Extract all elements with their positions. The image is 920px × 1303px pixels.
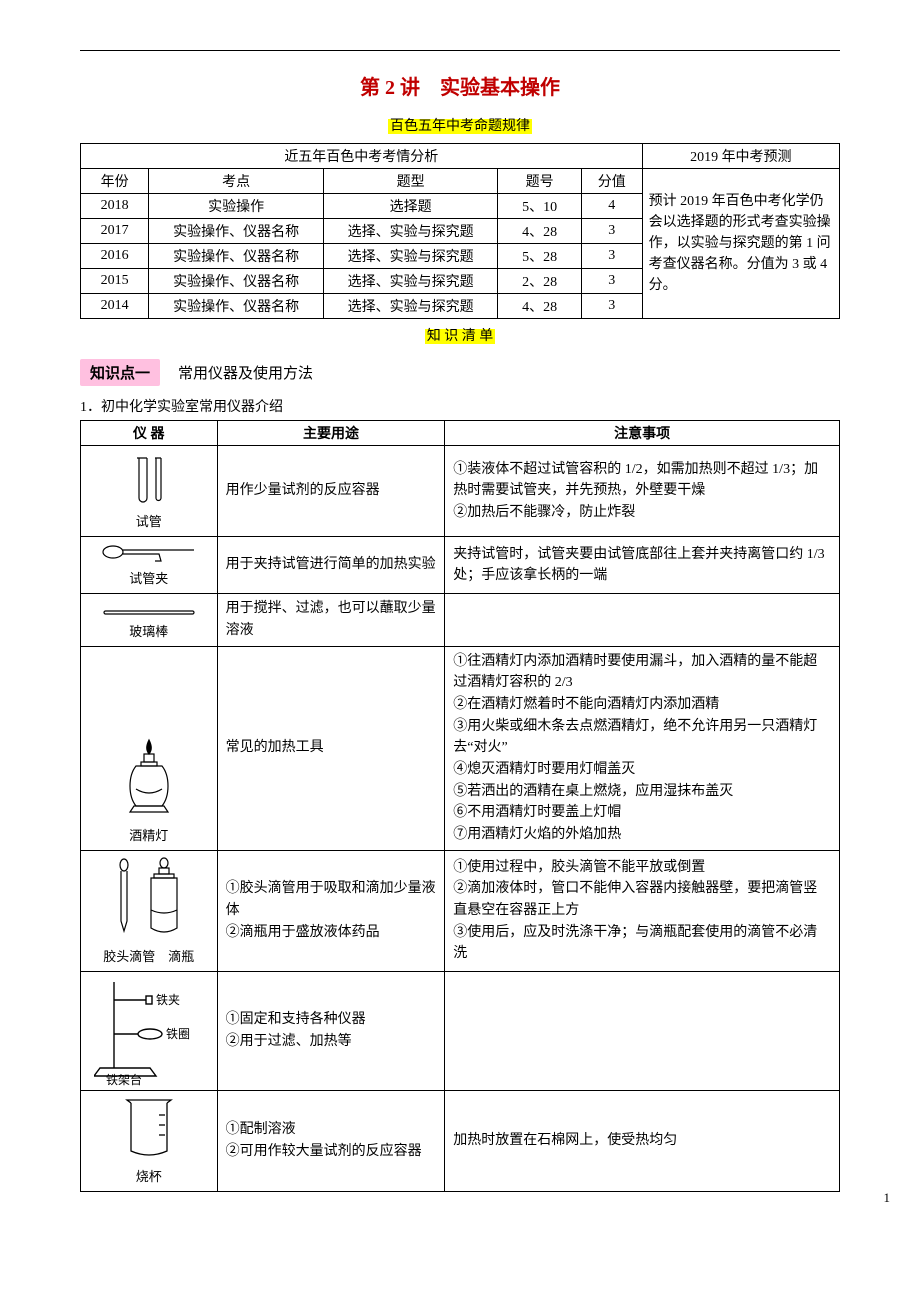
equip-icon-cell: 酒精灯 bbox=[81, 646, 218, 850]
col-type: 题型 bbox=[323, 169, 498, 194]
table-cell: 实验操作、仪器名称 bbox=[149, 294, 324, 319]
equipment-table: 仪 器 主要用途 注意事项 试管 用作少量试剂的反应容器 ①装液体不超过试管容积… bbox=[80, 420, 840, 1192]
exam-table: 近五年百色中考考情分析 2019 年中考预测 年份 考点 题型 题号 分值 预计… bbox=[80, 143, 840, 319]
section-1-tag: 知识点一 bbox=[80, 359, 160, 386]
label-stand: 铁架台 bbox=[106, 1072, 142, 1086]
equip-use: 用于夹持试管进行简单的加热实验 bbox=[217, 537, 445, 594]
equip-icon-cell: 烧杯 bbox=[81, 1090, 218, 1191]
table-cell: 实验操作 bbox=[149, 194, 324, 219]
equip-h3: 注意事项 bbox=[445, 421, 840, 446]
alcohol-lamp-icon bbox=[114, 734, 184, 824]
section-1-row: 知识点一 常用仪器及使用方法 bbox=[80, 359, 840, 386]
equip-note bbox=[445, 594, 840, 646]
equip-note: 加热时放置在石棉网上，使受热均匀 bbox=[445, 1090, 840, 1191]
table-cell: 2015 bbox=[81, 269, 149, 294]
equip-use: 常见的加热工具 bbox=[217, 646, 445, 850]
table-cell: 2018 bbox=[81, 194, 149, 219]
forecast-cell: 预计 2019 年百色中考化学仍会以选择题的形式考查实验操作，以实验与探究题的第… bbox=[642, 169, 839, 319]
glass-rod-icon bbox=[99, 606, 199, 620]
col-num: 题号 bbox=[498, 169, 581, 194]
table-cell: 4 bbox=[581, 194, 642, 219]
rule bbox=[80, 50, 840, 51]
equip-icon-cell: 铁夹 铁圈 铁架台 bbox=[81, 971, 218, 1090]
equip-use: ①胶头滴管用于吸取和滴加少量液体②滴瓶用于盛放液体药品 bbox=[217, 850, 445, 971]
table-cell: 3 bbox=[581, 294, 642, 319]
iron-stand-icon: 铁夹 铁圈 铁架台 bbox=[94, 976, 204, 1086]
equip-use: 用作少量试剂的反应容器 bbox=[217, 446, 445, 537]
equip-name: 胶头滴管 滴瓶 bbox=[83, 947, 215, 967]
exam-header-right: 2019 年中考预测 bbox=[642, 144, 839, 169]
equip-name: 烧杯 bbox=[83, 1167, 215, 1187]
test-tube-icon bbox=[119, 450, 179, 510]
equip-name: 试管夹 bbox=[83, 569, 215, 589]
equip-use: ①固定和支持各种仪器②用于过滤、加热等 bbox=[217, 971, 445, 1090]
table-cell: 2014 bbox=[81, 294, 149, 319]
test-tube-holder-icon bbox=[99, 541, 199, 567]
table-cell: 实验操作、仪器名称 bbox=[149, 269, 324, 294]
col-year: 年份 bbox=[81, 169, 149, 194]
col-topic: 考点 bbox=[149, 169, 324, 194]
subtitle-2-text: 知 识 清 单 bbox=[425, 329, 496, 344]
equip-h2: 主要用途 bbox=[217, 421, 445, 446]
table-cell: 2017 bbox=[81, 219, 149, 244]
table-cell: 选择、实验与探究题 bbox=[323, 294, 498, 319]
equip-name: 酒精灯 bbox=[83, 826, 215, 846]
equip-icon-cell: 玻璃棒 bbox=[81, 594, 218, 646]
label-clamp: 铁夹 bbox=[156, 993, 180, 1007]
table-cell: 选择、实验与探究题 bbox=[323, 244, 498, 269]
subtitle-1-text: 百色五年中考命题规律 bbox=[388, 119, 532, 134]
intro-para: 1．初中化学实验室常用仪器介绍 bbox=[80, 396, 840, 416]
page-title: 第 2 讲 实验基本操作 bbox=[80, 71, 840, 100]
equip-icon-cell: 试管 bbox=[81, 446, 218, 537]
beaker-icon bbox=[119, 1095, 179, 1165]
dropper-icon bbox=[99, 855, 199, 945]
equip-name: 玻璃棒 bbox=[83, 622, 215, 642]
equip-name: 试管 bbox=[83, 512, 215, 532]
table-cell: 实验操作、仪器名称 bbox=[149, 219, 324, 244]
equip-note: ①使用过程中，胶头滴管不能平放或倒置②滴加液体时，管口不能伸入容器内接触器壁，要… bbox=[445, 850, 840, 971]
table-cell: 4、28 bbox=[498, 219, 581, 244]
table-cell: 选择、实验与探究题 bbox=[323, 219, 498, 244]
page-number: 1 bbox=[884, 1190, 891, 1206]
table-cell: 实验操作、仪器名称 bbox=[149, 244, 324, 269]
exam-header-left: 近五年百色中考考情分析 bbox=[81, 144, 643, 169]
table-cell: 2016 bbox=[81, 244, 149, 269]
col-score: 分值 bbox=[581, 169, 642, 194]
equip-use: ①配制溶液②可用作较大量试剂的反应容器 bbox=[217, 1090, 445, 1191]
page: 第 2 讲 实验基本操作 百色五年中考命题规律 近五年百色中考考情分析 2019… bbox=[0, 0, 920, 1212]
table-cell: 5、10 bbox=[498, 194, 581, 219]
equip-note bbox=[445, 971, 840, 1090]
table-cell: 3 bbox=[581, 244, 642, 269]
section-1-label: 常用仪器及使用方法 bbox=[178, 362, 313, 383]
table-cell: 选择、实验与探究题 bbox=[323, 269, 498, 294]
table-cell: 3 bbox=[581, 269, 642, 294]
label-ring: 铁圈 bbox=[166, 1027, 190, 1041]
table-cell: 5、28 bbox=[498, 244, 581, 269]
table-cell: 4、28 bbox=[498, 294, 581, 319]
subtitle-2: 知 识 清 单 bbox=[80, 325, 840, 345]
table-cell: 选择题 bbox=[323, 194, 498, 219]
equip-h1: 仪 器 bbox=[81, 421, 218, 446]
table-cell: 2、28 bbox=[498, 269, 581, 294]
equip-note: 夹持试管时，试管夹要由试管底部往上套并夹持离管口约 1/3 处；手应该拿长柄的一… bbox=[445, 537, 840, 594]
equip-icon-cell: 试管夹 bbox=[81, 537, 218, 594]
table-cell: 3 bbox=[581, 219, 642, 244]
subtitle-1: 百色五年中考命题规律 bbox=[80, 115, 840, 135]
equip-icon-cell: 胶头滴管 滴瓶 bbox=[81, 850, 218, 971]
equip-note: ①往酒精灯内添加酒精时要使用漏斗，加入酒精的量不能超过酒精灯容积的 2/3②在酒… bbox=[445, 646, 840, 850]
equip-note: ①装液体不超过试管容积的 1/2，如需加热则不超过 1/3；加热时需要试管夹，并… bbox=[445, 446, 840, 537]
equip-use: 用于搅拌、过滤，也可以蘸取少量溶液 bbox=[217, 594, 445, 646]
